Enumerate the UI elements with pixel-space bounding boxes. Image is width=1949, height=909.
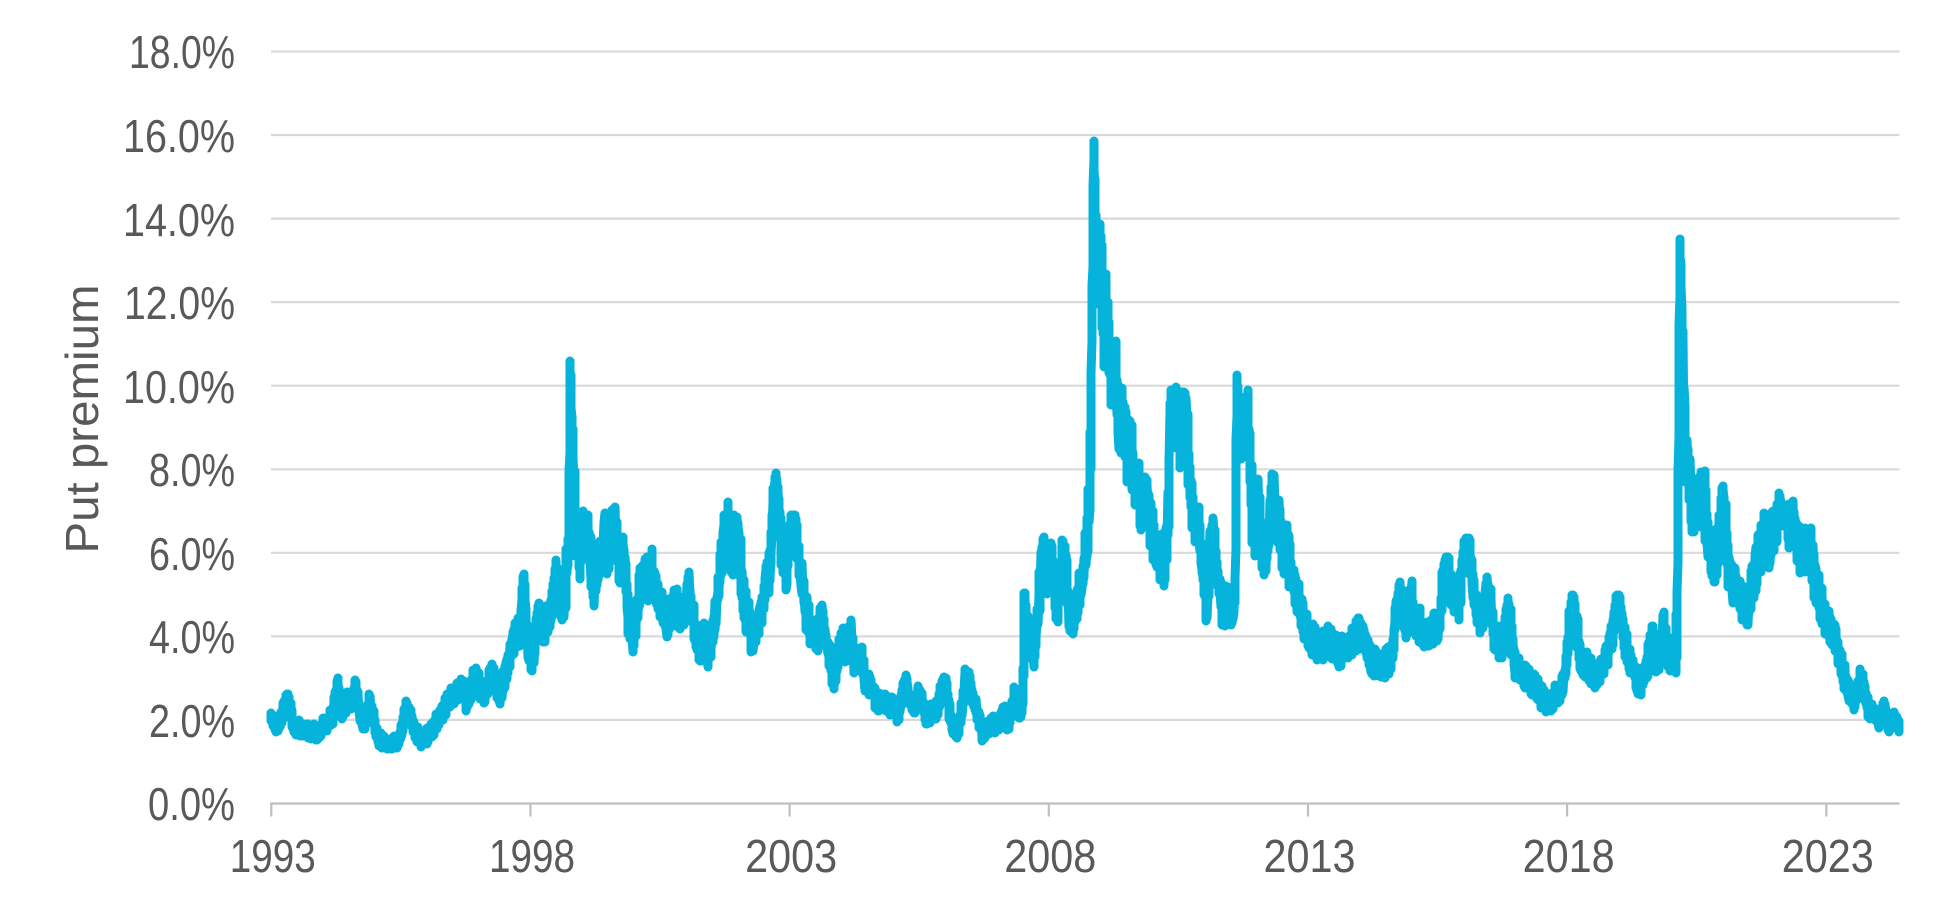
svg-text:14.0%: 14.0% bbox=[123, 194, 235, 246]
svg-text:6.0%: 6.0% bbox=[149, 528, 235, 580]
svg-text:2008: 2008 bbox=[1004, 830, 1096, 882]
svg-text:8.0%: 8.0% bbox=[149, 444, 235, 496]
svg-text:4.0%: 4.0% bbox=[149, 611, 235, 663]
svg-text:2013: 2013 bbox=[1264, 830, 1356, 882]
svg-text:18.0%: 18.0% bbox=[129, 26, 235, 78]
svg-text:1993: 1993 bbox=[230, 830, 316, 882]
svg-text:2023: 2023 bbox=[1782, 830, 1874, 882]
svg-text:2.0%: 2.0% bbox=[149, 695, 235, 747]
svg-text:2003: 2003 bbox=[745, 830, 837, 882]
svg-text:16.0%: 16.0% bbox=[123, 110, 235, 162]
svg-text:2018: 2018 bbox=[1523, 830, 1615, 882]
svg-text:0.0%: 0.0% bbox=[148, 778, 235, 830]
svg-text:12.0%: 12.0% bbox=[124, 277, 235, 329]
svg-text:1998: 1998 bbox=[489, 830, 575, 882]
svg-text:10.0%: 10.0% bbox=[123, 361, 235, 413]
svg-text:Put premium: Put premium bbox=[56, 285, 108, 554]
